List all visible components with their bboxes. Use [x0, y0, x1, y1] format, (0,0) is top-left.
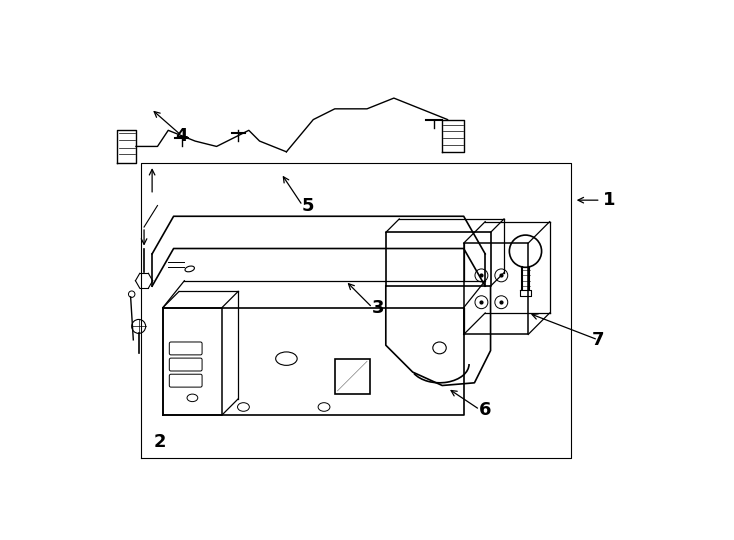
Text: 2: 2	[154, 433, 167, 451]
Text: 6: 6	[479, 401, 492, 418]
Text: 5: 5	[302, 197, 314, 214]
Text: 1: 1	[603, 191, 615, 209]
Bar	[335, 359, 370, 394]
Text: 3: 3	[371, 299, 384, 316]
Text: 4: 4	[175, 127, 188, 145]
Text: 7: 7	[592, 331, 604, 349]
